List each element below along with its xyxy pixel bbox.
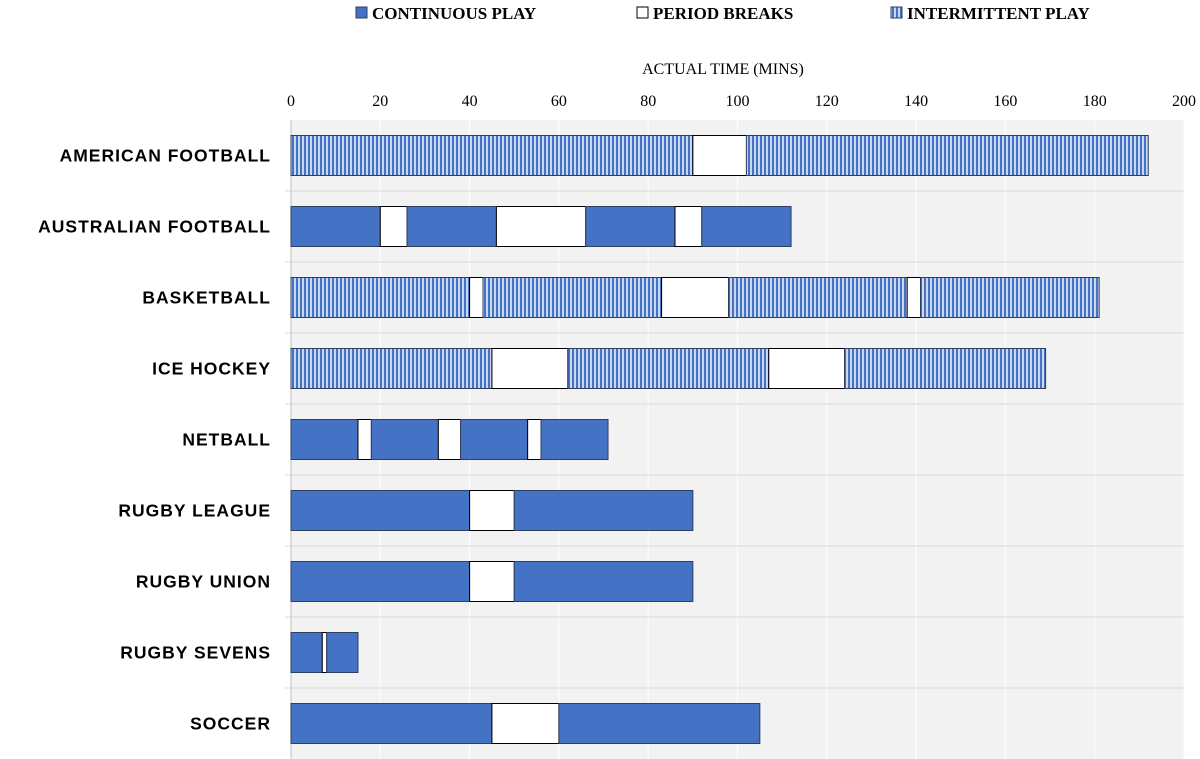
bar-segment-continuous: [326, 632, 359, 673]
legend-swatch-break: [636, 6, 649, 19]
bar-segment-break: [357, 419, 372, 460]
legend-item-intermittent: INTERMITTENT PLAY: [890, 4, 1090, 23]
bar-segment-break: [491, 703, 560, 744]
bar-segment-continuous: [406, 206, 497, 247]
category-label: NETBALL: [182, 430, 271, 450]
bar-segment-continuous: [290, 419, 359, 460]
x-tick-label: 140: [904, 93, 928, 110]
bar-segment-break: [321, 632, 328, 673]
bar-segment-intermittent: [290, 277, 471, 318]
bar-segment-intermittent: [482, 277, 663, 318]
bar-segment-intermittent: [290, 348, 493, 389]
bar-segment-break: [379, 206, 408, 247]
bar-segment-intermittent: [290, 135, 694, 176]
x-tick-label: 0: [287, 93, 295, 110]
bar-segment-continuous: [558, 703, 761, 744]
category-label: BASKETBALL: [142, 288, 271, 308]
x-tick-label: 160: [993, 93, 1017, 110]
category-label: AMERICAN FOOTBALL: [60, 146, 271, 166]
x-tick-label: 100: [726, 93, 750, 110]
legend-item-continuous: CONTINUOUS PLAY: [355, 4, 536, 23]
bar-segment-continuous: [290, 490, 471, 531]
legend: CONTINUOUS PLAY PERIOD BREAKS INTERMITTE…: [355, 4, 1090, 23]
bar-segment-break: [491, 348, 569, 389]
bar-segment-intermittent: [728, 277, 908, 318]
bar-segment-continuous: [290, 561, 471, 602]
x-tick-label: 120: [815, 93, 839, 110]
plot-area: 0 20 40 60 80 100 120 140 160 180 200 AMERICAN FOOT…: [38, 93, 1196, 759]
x-tick-label: 20: [372, 93, 388, 110]
bar-segment-continuous: [290, 206, 381, 247]
legend-label-break: PERIOD BREAKS: [653, 4, 793, 23]
category-label: RUGBY LEAGUE: [118, 501, 271, 521]
bar-segment-break: [692, 135, 747, 176]
bar-segment-continuous: [701, 206, 792, 247]
bar-segment-break: [906, 277, 922, 318]
bar-segment-break: [469, 277, 484, 318]
x-tick-label: 80: [640, 93, 656, 110]
bar-segment-break: [527, 419, 542, 460]
bar-segment-continuous: [513, 490, 694, 531]
x-tick-label: 200: [1172, 93, 1196, 110]
bar-segment-continuous: [460, 419, 529, 460]
bar-segment-intermittent: [567, 348, 770, 389]
bar-segment-intermittent: [920, 277, 1100, 318]
bar-segment-continuous: [585, 206, 676, 247]
x-axis-title: ACTUAL TIME (MINS): [642, 61, 804, 78]
category-label: ICE HOCKEY: [152, 359, 271, 379]
bar-segment-continuous: [290, 632, 323, 673]
category-label: SOCCER: [190, 714, 271, 734]
bar-segment-break: [437, 419, 462, 460]
x-tick-label: 60: [551, 93, 567, 110]
bar-segment-break: [469, 561, 515, 602]
legend-item-break: PERIOD BREAKS: [636, 4, 793, 23]
bar-segment-continuous: [513, 561, 694, 602]
bar-segment-continuous: [540, 419, 609, 460]
bar-segment-continuous: [370, 419, 439, 460]
legend-label-continuous: CONTINUOUS PLAY: [372, 4, 536, 23]
bar-segment-break: [661, 277, 730, 318]
bar-segment-break: [469, 490, 515, 531]
bar-segment-intermittent: [844, 348, 1047, 389]
legend-swatch-intermittent: [890, 6, 903, 19]
legend-label-intermittent: INTERMITTENT PLAY: [907, 4, 1090, 23]
category-label: RUGBY UNION: [136, 572, 271, 592]
legend-swatch-continuous: [355, 6, 368, 19]
category-label: RUGBY SEVENS: [120, 643, 271, 663]
x-tick-label: 180: [1083, 93, 1107, 110]
bar-segment-continuous: [290, 703, 493, 744]
bar-segment-break: [495, 206, 587, 247]
bar-segment-break: [674, 206, 703, 247]
category-label: AUSTRALIAN FOOTBALL: [38, 217, 271, 237]
bar-segment-intermittent: [745, 135, 1149, 176]
x-tick-label: 40: [462, 93, 478, 110]
bar-segment-break: [768, 348, 846, 389]
